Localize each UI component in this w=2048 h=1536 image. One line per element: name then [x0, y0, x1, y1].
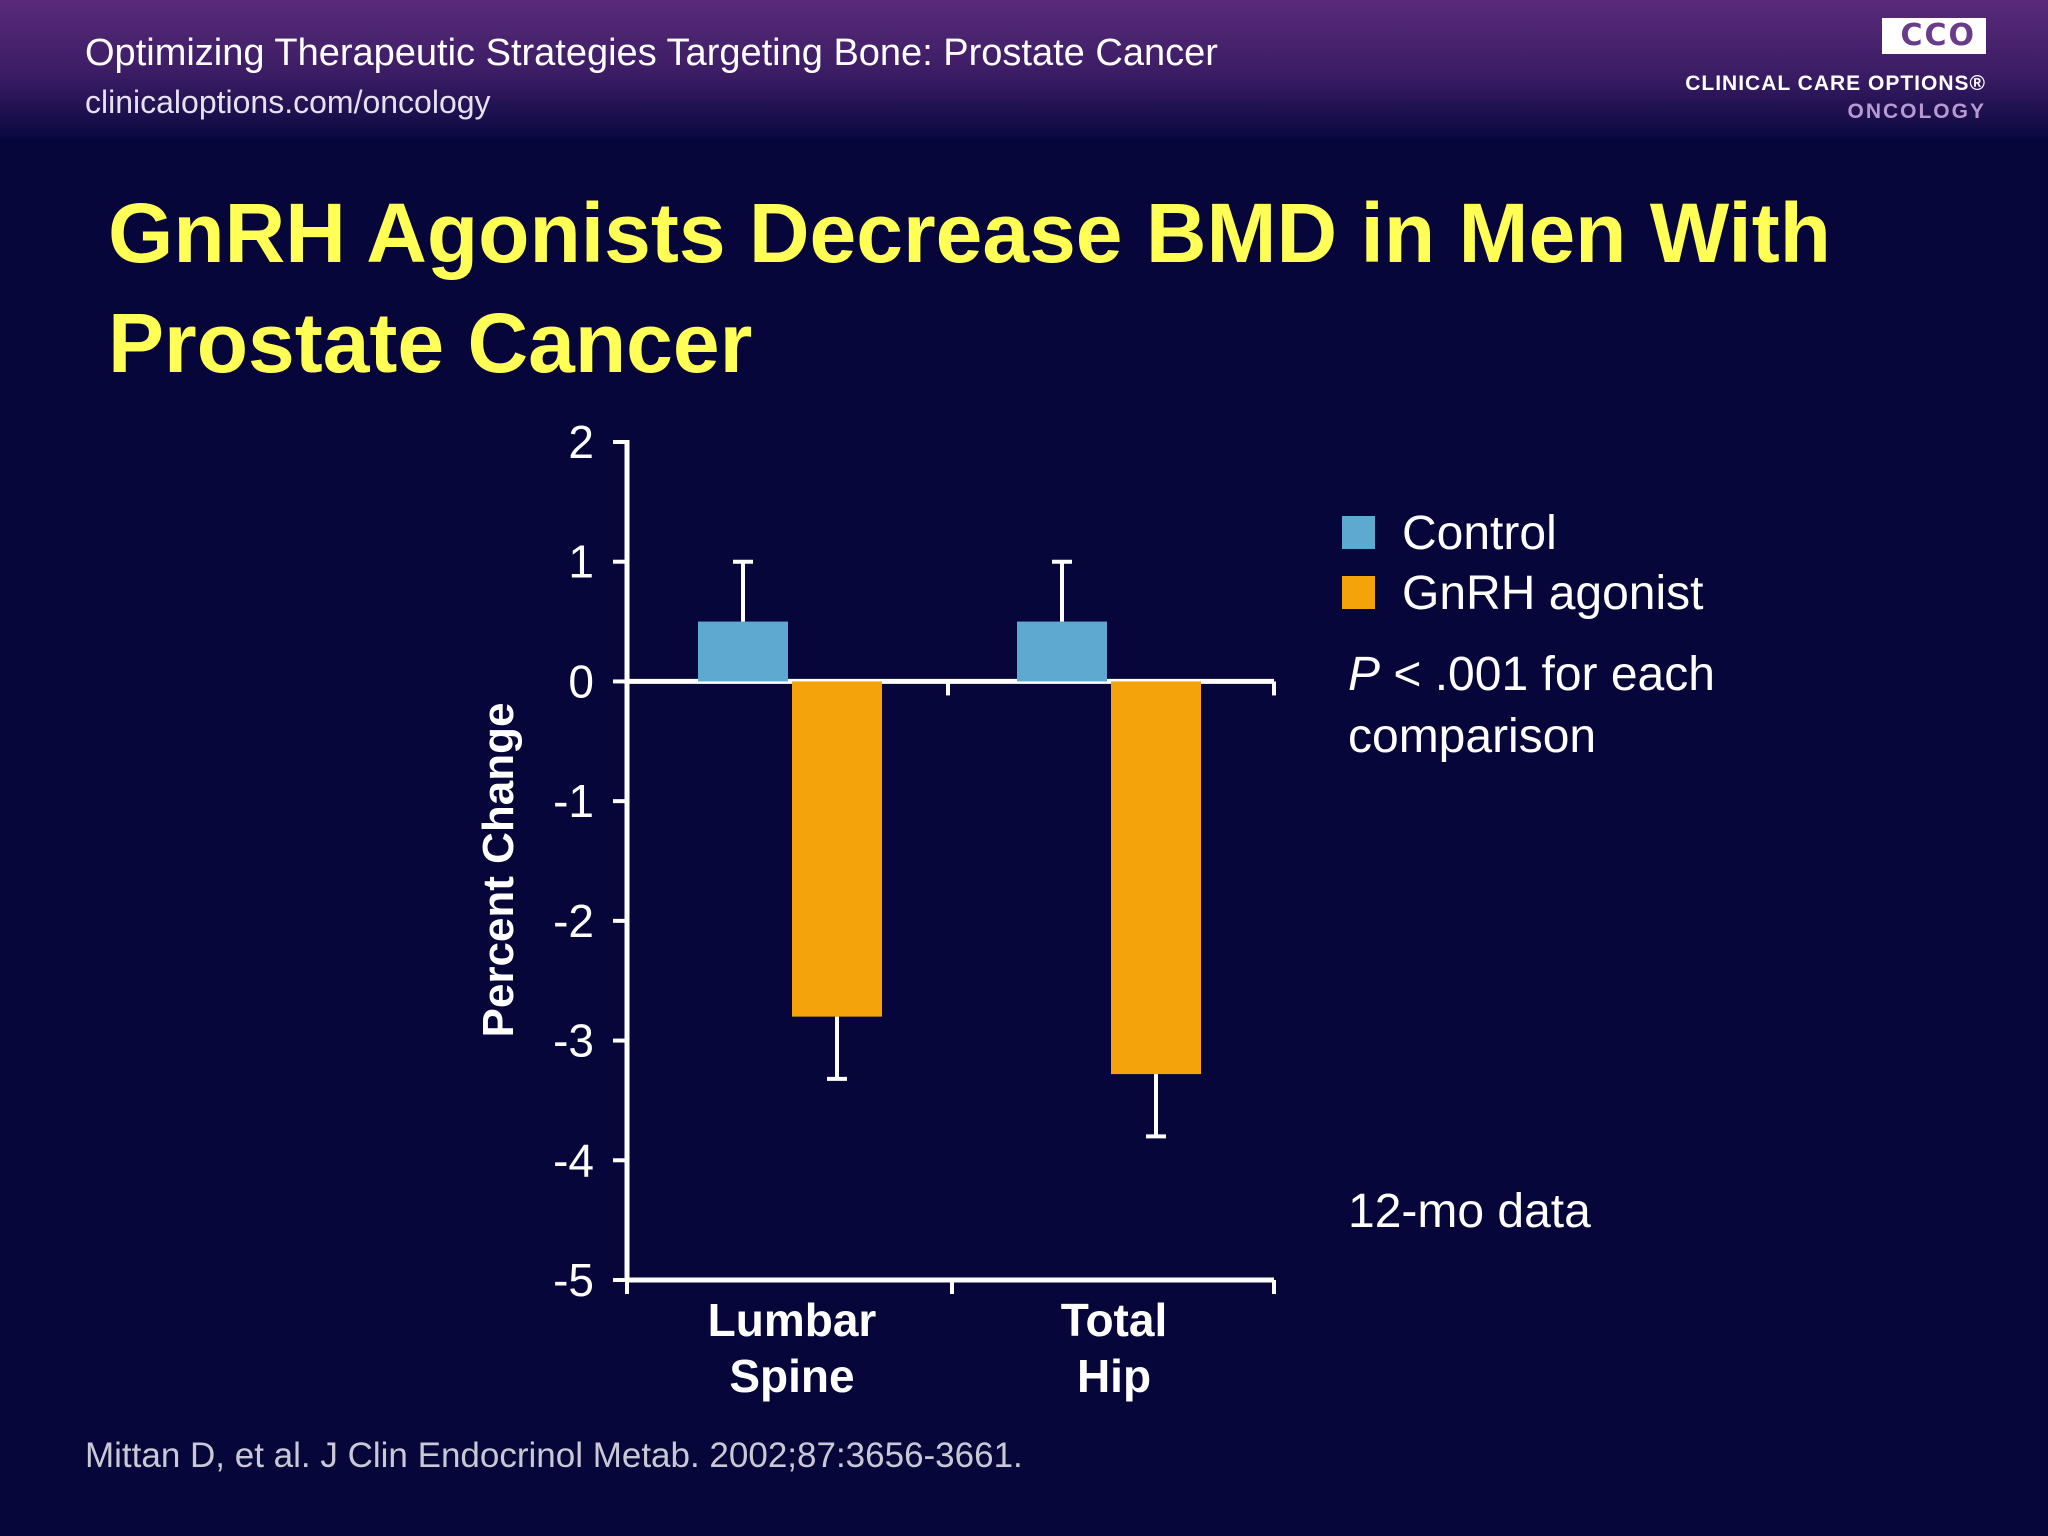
p-value-text: < .001 for each comparison — [1348, 648, 1715, 763]
legend-label-control: Control — [1402, 507, 1557, 560]
bar-control — [1017, 621, 1107, 682]
presentation-title: Optimizing Therapeutic Strategies Target… — [85, 32, 1218, 74]
y-tick-label: -1 — [553, 775, 594, 827]
header-url[interactable]: clinicaloptions.com/oncology — [85, 84, 491, 120]
legend-label-gnrh: GnRH agonist — [1402, 567, 1704, 620]
category-label: Spine — [729, 1350, 854, 1402]
slide-title: GnRH Agonists Decrease BMD in Men With P… — [108, 186, 1831, 390]
header-banner: Optimizing Therapeutic Strategies Target… — [0, 0, 2048, 138]
data-period-note: 12-mo data — [1348, 1185, 1591, 1238]
y-tick-label: -4 — [553, 1134, 594, 1186]
legend-swatch-control — [1342, 516, 1375, 549]
y-tick-label: -3 — [553, 1015, 594, 1067]
bar-control — [698, 621, 788, 682]
bar-gnrh — [792, 681, 882, 1017]
y-tick-label: 0 — [568, 655, 594, 707]
category-label: Total — [1061, 1294, 1167, 1346]
bar-gnrh — [1111, 681, 1201, 1075]
y-tick-label: -5 — [553, 1254, 594, 1306]
logo-name: CLINICAL CARE OPTIONS® — [1685, 72, 1986, 95]
category-label: Lumbar — [708, 1294, 877, 1346]
y-tick-label: 1 — [568, 536, 594, 588]
logo-box: CCO — [1882, 18, 1986, 54]
category-label: Hip — [1077, 1350, 1151, 1402]
logo-letters: CCO — [1900, 18, 1976, 53]
y-tick-label: 2 — [568, 416, 594, 468]
cco-logo: CCO CLINICAL CARE OPTIONS® ONCOLOGY — [1656, 18, 1986, 130]
citation: Mittan D, et al. J Clin Endocrinol Metab… — [85, 1436, 1023, 1475]
y-axis-label: Percent Change — [474, 703, 523, 1038]
logo-subtitle: ONCOLOGY — [1847, 100, 1986, 123]
y-tick-label: -2 — [553, 895, 594, 947]
p-value-note: P < .001 for each comparison — [1348, 644, 1868, 768]
p-symbol: P — [1348, 648, 1381, 701]
legend-swatch-gnrh — [1342, 576, 1375, 609]
